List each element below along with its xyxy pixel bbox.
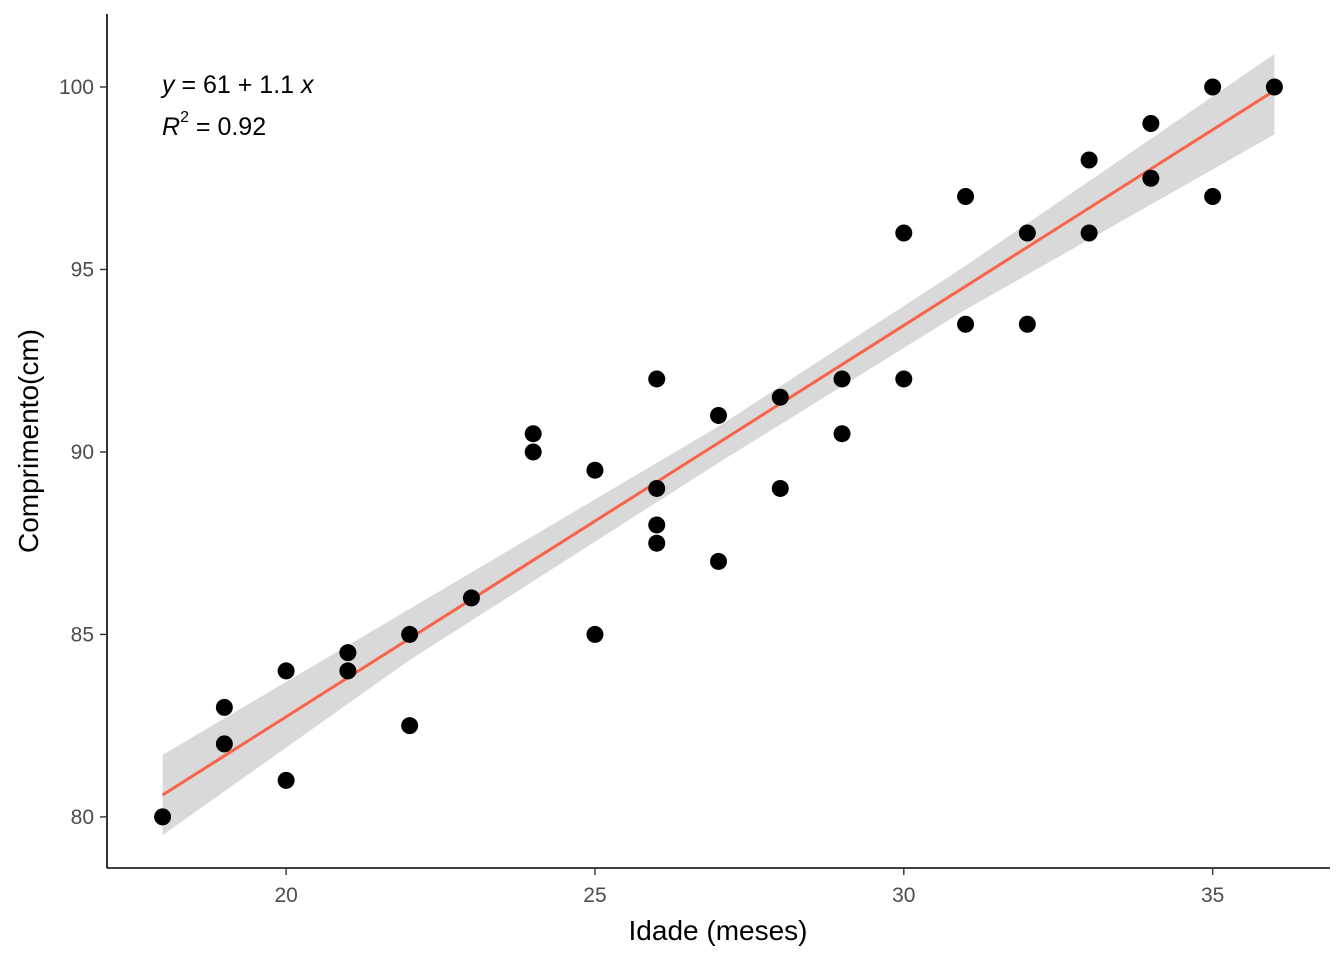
data-point [957,187,975,205]
data-point [1142,169,1160,187]
y-ticks: 80 85 90 95 100 [59,76,107,829]
data-point [1080,151,1098,169]
data-point [648,370,666,388]
data-point [648,534,666,552]
confidence-band [162,54,1275,836]
data-point [215,735,233,753]
equation-coefficients: = 61 + 1.1 [175,71,302,99]
data-point [833,370,851,388]
x-axis-title: Idade (meses) [629,915,808,946]
data-point [648,479,666,497]
r-squared-value: = 0.92 [189,113,266,141]
data-point [710,552,727,570]
r-squared-superscript: 2 [180,109,189,126]
data-point [1080,224,1098,242]
y-tick-label: 100 [59,76,94,99]
data-point [586,625,604,643]
y-tick-label: 85 [71,623,94,646]
data-point [771,388,789,406]
r-squared-label: R2 = 0.92 [162,109,266,141]
confidence-band-layer [162,54,1275,836]
data-point [895,224,913,242]
x-tick-label: 25 [583,884,606,907]
data-point [277,662,295,680]
data-point [771,479,789,497]
data-point [1018,224,1036,242]
x-ticks: 20 25 30 35 [274,868,1224,907]
y-tick-label: 90 [71,441,94,464]
data-point [648,516,666,534]
data-point [339,644,357,662]
equation-y-symbol: y [160,71,176,99]
data-point [154,808,172,826]
data-point [833,425,851,443]
data-point [1204,187,1222,205]
data-point [401,625,419,643]
data-point [1018,315,1036,333]
regression-line [161,89,1276,797]
data-point [401,717,419,735]
data-point [1204,78,1222,96]
data-point [277,771,295,789]
data-point [1265,78,1283,96]
regression-line-layer [161,89,1276,797]
data-points-layer [154,78,1283,826]
data-point [895,370,913,388]
data-point [462,589,480,607]
data-point [215,698,233,716]
data-point [957,315,975,333]
data-point [524,443,542,461]
data-point [1142,114,1160,132]
y-axis-title: Comprimento(cm) [13,329,44,553]
regression-equation: y = 61 + 1.1 x [160,71,315,99]
x-tick-label: 30 [892,884,915,907]
equation-x-symbol: x [300,71,315,99]
x-tick-label: 20 [274,884,297,907]
r-squared-symbol: R [162,113,180,141]
data-point [339,662,357,680]
data-point [586,461,604,479]
data-point [524,425,542,443]
y-tick-label: 80 [71,806,94,829]
y-tick-label: 95 [71,258,94,281]
data-point [710,406,727,424]
x-tick-label: 35 [1201,884,1224,907]
